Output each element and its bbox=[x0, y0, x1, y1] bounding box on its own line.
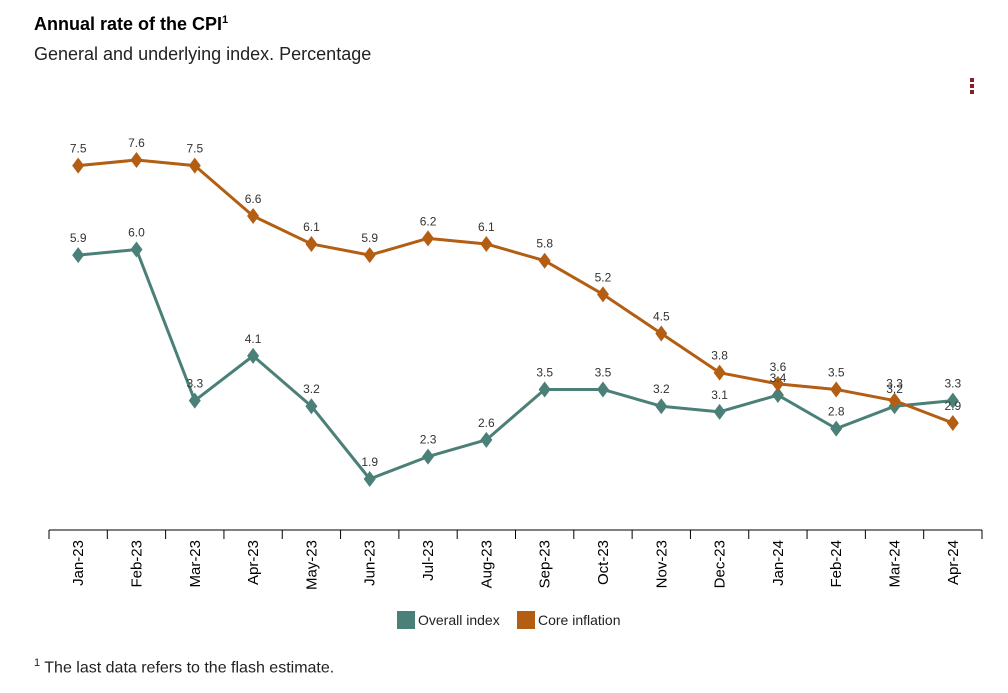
data-point-overall-index bbox=[130, 241, 143, 258]
legend-swatch-core-inflation bbox=[517, 611, 535, 629]
data-label: 7.5 bbox=[70, 142, 87, 156]
data-point-core-inflation bbox=[830, 381, 843, 398]
data-point-overall-index bbox=[946, 392, 959, 409]
data-point-core-inflation bbox=[596, 286, 609, 303]
data-label: 3.8 bbox=[711, 349, 728, 363]
data-label: 3.4 bbox=[770, 371, 787, 385]
data-point-core-inflation bbox=[130, 152, 143, 168]
legend-label-overall-index: Overall index bbox=[418, 612, 500, 628]
x-tick-label: Feb-23 bbox=[128, 540, 145, 588]
data-label: 3.3 bbox=[186, 377, 203, 391]
data-label: 1.9 bbox=[361, 455, 378, 469]
data-point-overall-index bbox=[72, 247, 85, 264]
data-label: 2.3 bbox=[420, 433, 437, 447]
kebab-menu-icon[interactable] bbox=[968, 78, 976, 98]
data-label: 3.6 bbox=[770, 360, 787, 374]
data-label: 6.2 bbox=[420, 214, 437, 228]
data-label: 3.2 bbox=[303, 382, 320, 396]
data-label: 2.8 bbox=[828, 405, 845, 419]
data-label: 4.1 bbox=[245, 332, 262, 346]
data-point-core-inflation bbox=[188, 157, 201, 174]
footnote: 1 The last data refers to the flash esti… bbox=[34, 657, 334, 677]
x-tick-label: Mar-23 bbox=[187, 540, 204, 588]
x-tick-label: Feb-24 bbox=[828, 540, 845, 588]
title-footnote-mark: 1 bbox=[222, 14, 229, 26]
data-label: 2.9 bbox=[945, 399, 962, 413]
x-tick-label: Jul-23 bbox=[420, 540, 437, 581]
data-point-overall-index bbox=[247, 347, 260, 364]
data-label: 3.5 bbox=[828, 365, 845, 379]
x-tick-label: Jun-23 bbox=[362, 540, 379, 586]
data-point-core-inflation bbox=[655, 325, 668, 342]
data-point-core-inflation bbox=[713, 364, 726, 381]
data-point-overall-index bbox=[771, 387, 784, 404]
data-label: 3.2 bbox=[886, 382, 903, 396]
data-point-overall-index bbox=[596, 381, 609, 398]
data-point-core-inflation bbox=[422, 230, 435, 247]
data-point-overall-index bbox=[655, 398, 668, 415]
data-label: 7.6 bbox=[128, 136, 145, 150]
data-point-overall-index bbox=[538, 381, 551, 398]
x-tick-label: Apr-24 bbox=[945, 540, 962, 585]
data-label: 5.9 bbox=[361, 231, 378, 245]
data-point-core-inflation bbox=[538, 252, 551, 269]
data-label: 3.3 bbox=[886, 377, 903, 391]
data-point-overall-index bbox=[713, 403, 726, 420]
data-label: 6.1 bbox=[478, 220, 495, 234]
data-label: 3.3 bbox=[945, 377, 962, 391]
x-tick-label: Nov-23 bbox=[653, 540, 670, 588]
data-point-core-inflation bbox=[946, 415, 959, 432]
legend-swatch-overall-index bbox=[397, 611, 415, 629]
chart-title: Annual rate of the CPI1 bbox=[34, 14, 228, 35]
x-tick-label: Jan-24 bbox=[770, 540, 787, 586]
data-label: 5.2 bbox=[595, 270, 612, 284]
data-label: 5.9 bbox=[70, 231, 87, 245]
menu-dot bbox=[970, 84, 974, 88]
data-point-overall-index bbox=[363, 471, 376, 487]
x-tick-label: May-23 bbox=[303, 540, 320, 590]
data-point-core-inflation bbox=[247, 207, 260, 224]
series-line-core-inflation bbox=[78, 158, 954, 425]
series-line-overall-index bbox=[78, 248, 953, 481]
data-label: 6.6 bbox=[245, 192, 262, 206]
data-point-overall-index bbox=[422, 448, 435, 465]
data-label: 3.5 bbox=[595, 365, 612, 379]
menu-dot bbox=[970, 90, 974, 94]
data-label: 3.5 bbox=[536, 365, 553, 379]
x-tick-label: Jan-23 bbox=[70, 540, 87, 586]
data-point-overall-index bbox=[305, 398, 318, 415]
data-point-core-inflation bbox=[888, 392, 901, 409]
data-point-core-inflation bbox=[771, 375, 784, 392]
chart-subtitle: General and underlying index. Percentage bbox=[34, 44, 372, 64]
data-label: 4.5 bbox=[653, 309, 670, 323]
data-point-core-inflation bbox=[305, 235, 318, 252]
data-label: 6.1 bbox=[303, 220, 320, 234]
data-label: 6.0 bbox=[128, 226, 145, 240]
data-label: 7.5 bbox=[186, 142, 203, 156]
x-tick-label: Apr-23 bbox=[245, 540, 262, 585]
footnote-mark: 1 bbox=[34, 657, 41, 669]
x-tick-label: Aug-23 bbox=[478, 540, 495, 588]
x-tick-label: Oct-23 bbox=[595, 540, 612, 585]
data-point-core-inflation bbox=[72, 157, 85, 174]
data-label: 3.2 bbox=[653, 382, 670, 396]
data-point-overall-index bbox=[188, 392, 201, 409]
chart-title-text: Annual rate of the CPI bbox=[34, 14, 223, 34]
data-label: 3.1 bbox=[711, 388, 728, 402]
menu-dot bbox=[970, 78, 974, 82]
data-label: 2.6 bbox=[478, 416, 495, 430]
data-point-core-inflation bbox=[480, 235, 493, 252]
x-tick-label: Dec-23 bbox=[712, 540, 729, 588]
data-point-core-inflation bbox=[363, 247, 376, 264]
data-point-overall-index bbox=[830, 420, 843, 437]
data-label: 5.8 bbox=[536, 237, 553, 251]
x-tick-label: Mar-24 bbox=[887, 540, 904, 588]
legend-label-core-inflation: Core inflation bbox=[538, 612, 621, 628]
data-point-overall-index bbox=[480, 431, 493, 448]
x-tick-label: Sep-23 bbox=[537, 540, 554, 588]
footnote-text: The last data refers to the flash estima… bbox=[40, 659, 335, 677]
